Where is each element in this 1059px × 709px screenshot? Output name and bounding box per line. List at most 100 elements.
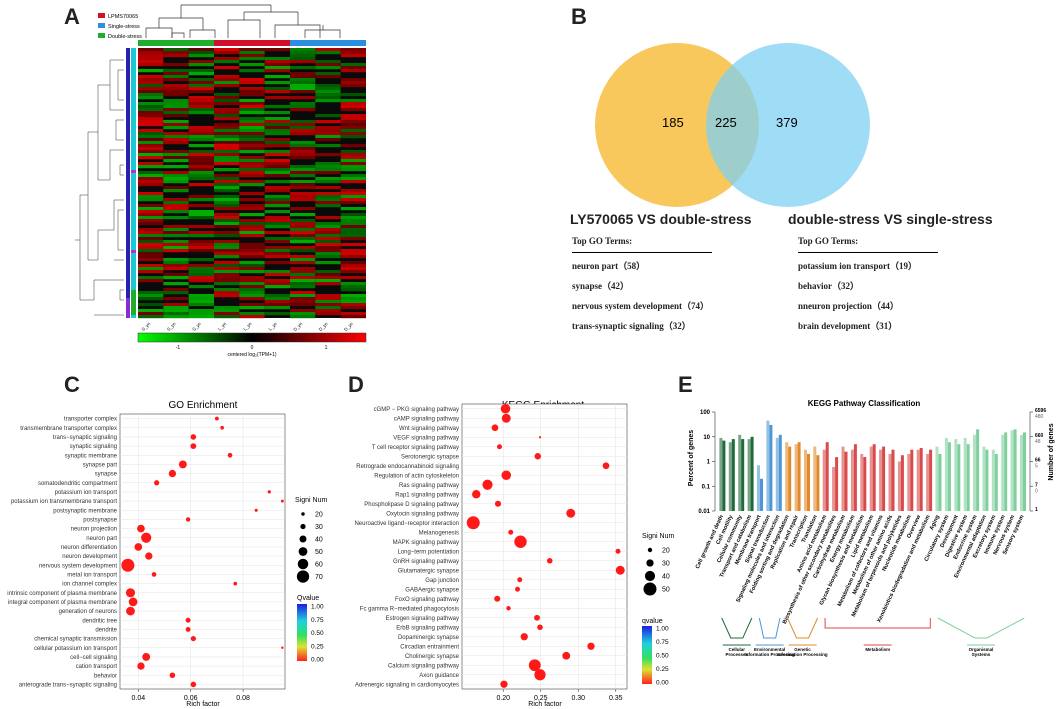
heatmap-cell <box>188 300 214 304</box>
heatmap-cell <box>163 84 189 88</box>
heatmap-cell <box>214 57 240 61</box>
heatmap-cell <box>340 78 366 82</box>
heatmap-cell <box>163 114 189 118</box>
heatmap-cell <box>315 138 341 142</box>
heatmap-cell <box>188 216 214 220</box>
heatmap-cell <box>214 51 240 55</box>
heatmap-cell <box>188 162 214 166</box>
kegg-point <box>482 479 493 490</box>
go-point <box>128 597 138 607</box>
heatmap-cell <box>239 171 265 175</box>
kegg-term-label: GnRH signaling pathway <box>393 559 459 565</box>
heatmap-cell <box>315 180 341 184</box>
heatmap-cell <box>315 204 341 208</box>
heatmap-cell <box>340 135 366 139</box>
cls-bar-differential <box>919 448 923 511</box>
heatmap-cell <box>188 249 214 253</box>
heatmap-cell <box>188 240 214 244</box>
heatmap-cell <box>264 306 290 310</box>
cls-ytick-label: 0.01 <box>698 509 710 515</box>
kegg-term-labels: cGMP − PKG signaling pathway cAMP signali… <box>354 407 459 689</box>
heatmap-cell <box>315 63 341 67</box>
cls-y2tick-label: 1 <box>1035 507 1038 513</box>
heatmap-cell <box>264 294 290 298</box>
heatmap-cell <box>214 123 240 127</box>
cls-bar-differential <box>891 449 895 511</box>
heatmap-cell <box>239 180 265 184</box>
heatmap-cell <box>264 150 290 154</box>
kegg-size-legend-label: 20 <box>662 548 670 555</box>
heatmap-cell <box>163 291 189 295</box>
cls-group-label: Information Processing <box>777 652 828 657</box>
heatmap-cell <box>239 225 265 229</box>
heatmap-cell <box>163 51 189 55</box>
heatmap-cell <box>163 72 189 76</box>
heatmap-cell <box>138 135 164 139</box>
heatmap-cell <box>163 231 189 235</box>
heatmap-cell <box>188 198 214 202</box>
heatmap-cell <box>138 114 164 118</box>
heatmap-cell <box>239 51 265 55</box>
heatmap-cell <box>214 213 240 217</box>
heatmap-cell <box>138 108 164 112</box>
heatmap-cell <box>214 249 240 253</box>
cls-ytick-label: 100 <box>700 410 711 416</box>
sample-label: L_yn <box>268 321 279 332</box>
heatmap-cell <box>214 294 240 298</box>
heatmap-cell <box>188 135 214 139</box>
kegg-term-label: ErbB signaling pathway <box>396 625 459 631</box>
heatmap-cell <box>290 240 316 244</box>
cls-bar-background <box>897 461 901 511</box>
heatmap-cell <box>315 165 341 169</box>
sample-label: D_yn <box>318 321 329 332</box>
heatmap-cell <box>138 216 164 220</box>
heatmap-cell <box>163 234 189 238</box>
heatmap-cell <box>138 111 164 115</box>
go-color-legend-title: Qvalue <box>297 595 319 602</box>
heatmap-cell <box>340 216 366 220</box>
heatmap-cell <box>340 66 366 70</box>
cls-bar-background <box>1020 434 1023 511</box>
heatmap-cell <box>214 270 240 274</box>
go-term-label: transmembrane transporter complex <box>20 426 117 432</box>
kegg-term-label: Adrenergic signaling in cardiomyocytes <box>355 682 459 688</box>
cls-bar-background <box>850 449 854 511</box>
heatmap-cell <box>340 108 366 112</box>
heatmap-cell <box>315 171 341 175</box>
heatmap-cell <box>163 246 189 250</box>
heatmap-cell <box>264 240 290 244</box>
heatmap-cell <box>315 273 341 277</box>
heatmap-cell <box>264 162 290 166</box>
heatmap-cell <box>340 237 366 241</box>
go-point <box>151 572 157 577</box>
go-point <box>169 672 176 679</box>
kegg-enrichment-chart: KEGG Enrichment cGMP − PKG signaling pat… <box>354 400 674 708</box>
heatmap-cell <box>138 177 164 181</box>
heatmap-cell <box>315 144 341 148</box>
go-term-label: somatodendritic compartment <box>38 481 117 487</box>
heatmap-cell <box>315 237 341 241</box>
heatmap-cell <box>163 303 189 307</box>
left-go-terms: Top GO Terms: neuron part（58） synapse（42… <box>572 236 712 339</box>
kegg-term-label: Estrogen signaling pathway <box>386 616 459 622</box>
row-dendrogram <box>75 59 124 316</box>
heatmap-cell <box>138 147 164 151</box>
left-terms-head: Top GO Terms: <box>572 236 633 246</box>
go-point <box>227 452 233 458</box>
heatmap-cell <box>214 204 240 208</box>
heatmap-cell <box>340 165 366 169</box>
cls-ytick-label: 10 <box>703 435 710 441</box>
heatmap-cell <box>239 165 265 169</box>
right-term: brain development（31） <box>798 321 898 331</box>
heatmap-cell <box>340 201 366 205</box>
heatmap-cell <box>340 144 366 148</box>
kegg-point <box>506 606 511 611</box>
heatmap-cell <box>138 78 164 82</box>
heatmap-cell <box>138 252 164 256</box>
cls-bar-background <box>775 437 779 511</box>
sample-label: D_yn <box>343 321 354 332</box>
heatmap-cell <box>340 264 366 268</box>
colorbar-tick-zero: 0 <box>251 345 254 351</box>
heatmap-cell <box>138 243 164 247</box>
